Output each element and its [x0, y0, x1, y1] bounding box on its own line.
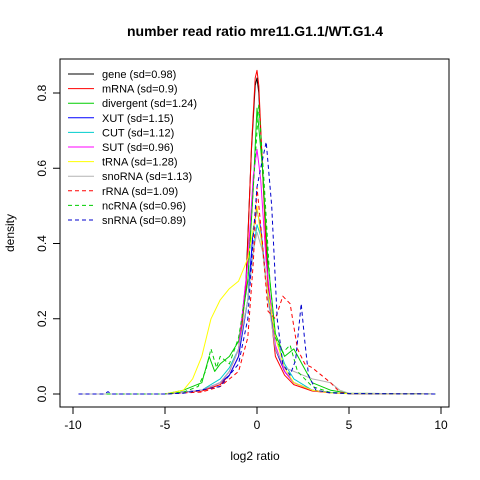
y-axis: 0.0 0.2 0.4 0.6 0.8 — [35, 84, 61, 402]
series-line-7 — [78, 231, 436, 395]
y-tick-label: 0.4 — [35, 235, 49, 252]
y-tick-label: 0.2 — [35, 310, 49, 327]
series-line-8 — [78, 186, 436, 395]
legend-label-8: rRNA (sd=1.09) — [102, 186, 178, 198]
x-tick-label: 0 — [254, 418, 261, 432]
legend-label-4: CUT (sd=1.12) — [102, 127, 174, 139]
series-line-0 — [78, 77, 436, 395]
legend-label-6: tRNA (sd=1.28) — [102, 157, 178, 169]
series-line-1 — [78, 69, 436, 395]
chart-title: number read ratio mre11.G1.1/WT.G1.4 — [127, 23, 383, 39]
legend-label-5: SUT (sd=0.96) — [102, 142, 174, 154]
legend-label-7: snoRNA (sd=1.13) — [102, 171, 192, 183]
y-tick-label: 0.8 — [35, 84, 49, 101]
series-line-10 — [78, 141, 436, 395]
series-line-3 — [78, 209, 436, 395]
y-axis-label: density — [3, 214, 17, 252]
y-tick-label: 0.6 — [35, 160, 49, 177]
x-tick-label: -10 — [64, 418, 82, 432]
series-line-4 — [78, 224, 436, 395]
plot-frame — [59, 58, 450, 408]
legend-label-10: snRNA (sd=0.89) — [102, 215, 186, 227]
x-axis: -10 -5 0 5 10 — [64, 406, 448, 432]
x-tick-label: 5 — [346, 418, 353, 432]
legend: gene (sd=0.98) mRNA (sd=0.9) divergent (sd… — [68, 69, 197, 227]
legend-label-9: ncRNA (sd=0.96) — [102, 200, 186, 212]
legend-label-3: XUT (sd=1.15) — [102, 113, 174, 125]
legend-label-0: gene (sd=0.98) — [102, 69, 176, 81]
series-lines — [78, 69, 436, 395]
y-tick-label: 0.0 — [35, 385, 49, 402]
legend-label-1: mRNA (sd=0.9) — [102, 84, 178, 96]
legend-label-2: divergent (sd=1.24) — [102, 98, 197, 110]
x-tick-label: 10 — [434, 418, 448, 432]
x-tick-label: -5 — [160, 418, 171, 432]
series-line-6 — [78, 205, 436, 395]
x-axis-label: log2 ratio — [230, 449, 280, 463]
